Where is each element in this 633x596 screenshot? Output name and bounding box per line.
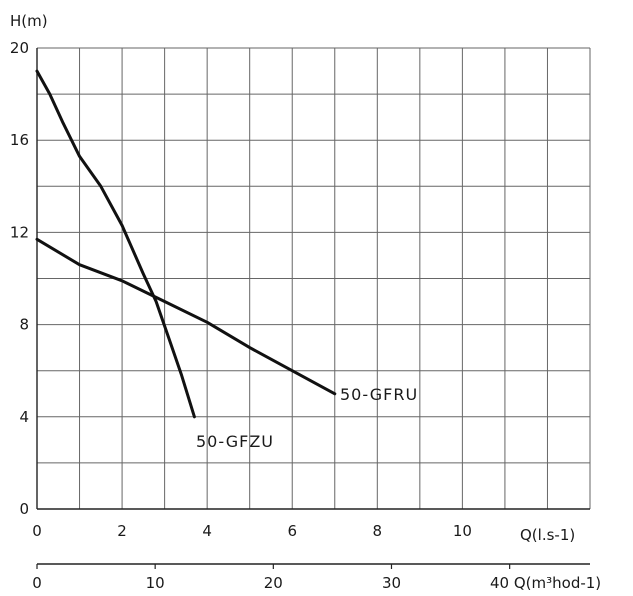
- labels-group: 0 4 8 12 16 20 0 2 4 6 8 10 0 10 20 30 50-GFZU 50-GFRU: [10, 39, 472, 592]
- x2-tick-label: 30: [382, 574, 401, 592]
- x-tick-label: 2: [117, 522, 127, 540]
- series-label-50-gfzu: 50-GFZU: [196, 432, 274, 451]
- axes: [36, 48, 590, 569]
- x-tick-label: 8: [373, 522, 383, 540]
- x-tick-label: 0: [32, 522, 42, 540]
- series-group: [35, 69, 337, 419]
- x2-tick-label: 20: [264, 574, 283, 592]
- series-line-50-gfzu: [35, 69, 196, 419]
- y-tick-label: 12: [10, 223, 29, 241]
- x2-tick-label: 10: [146, 574, 165, 592]
- y-axis-label: H(m): [10, 12, 48, 30]
- series-line-50-gfru: [35, 237, 337, 396]
- y-tick-label: 8: [19, 316, 29, 334]
- y-tick-label: 4: [19, 408, 29, 426]
- x2-axis-label: 40 Q(m³hod-1): [490, 574, 601, 592]
- x-tick-label: 4: [202, 522, 212, 540]
- x-tick-label: 6: [287, 522, 297, 540]
- grid: [36, 47, 591, 510]
- x2-tick-label: 0: [32, 574, 42, 592]
- y-tick-label: 16: [10, 131, 29, 149]
- x-tick-label: 10: [453, 522, 472, 540]
- y-tick-label: 20: [10, 39, 29, 57]
- y-tick-label: 0: [19, 500, 29, 518]
- x-axis-label: Q(l.s-1): [520, 526, 575, 544]
- series-label-50-gfru: 50-GFRU: [340, 385, 418, 404]
